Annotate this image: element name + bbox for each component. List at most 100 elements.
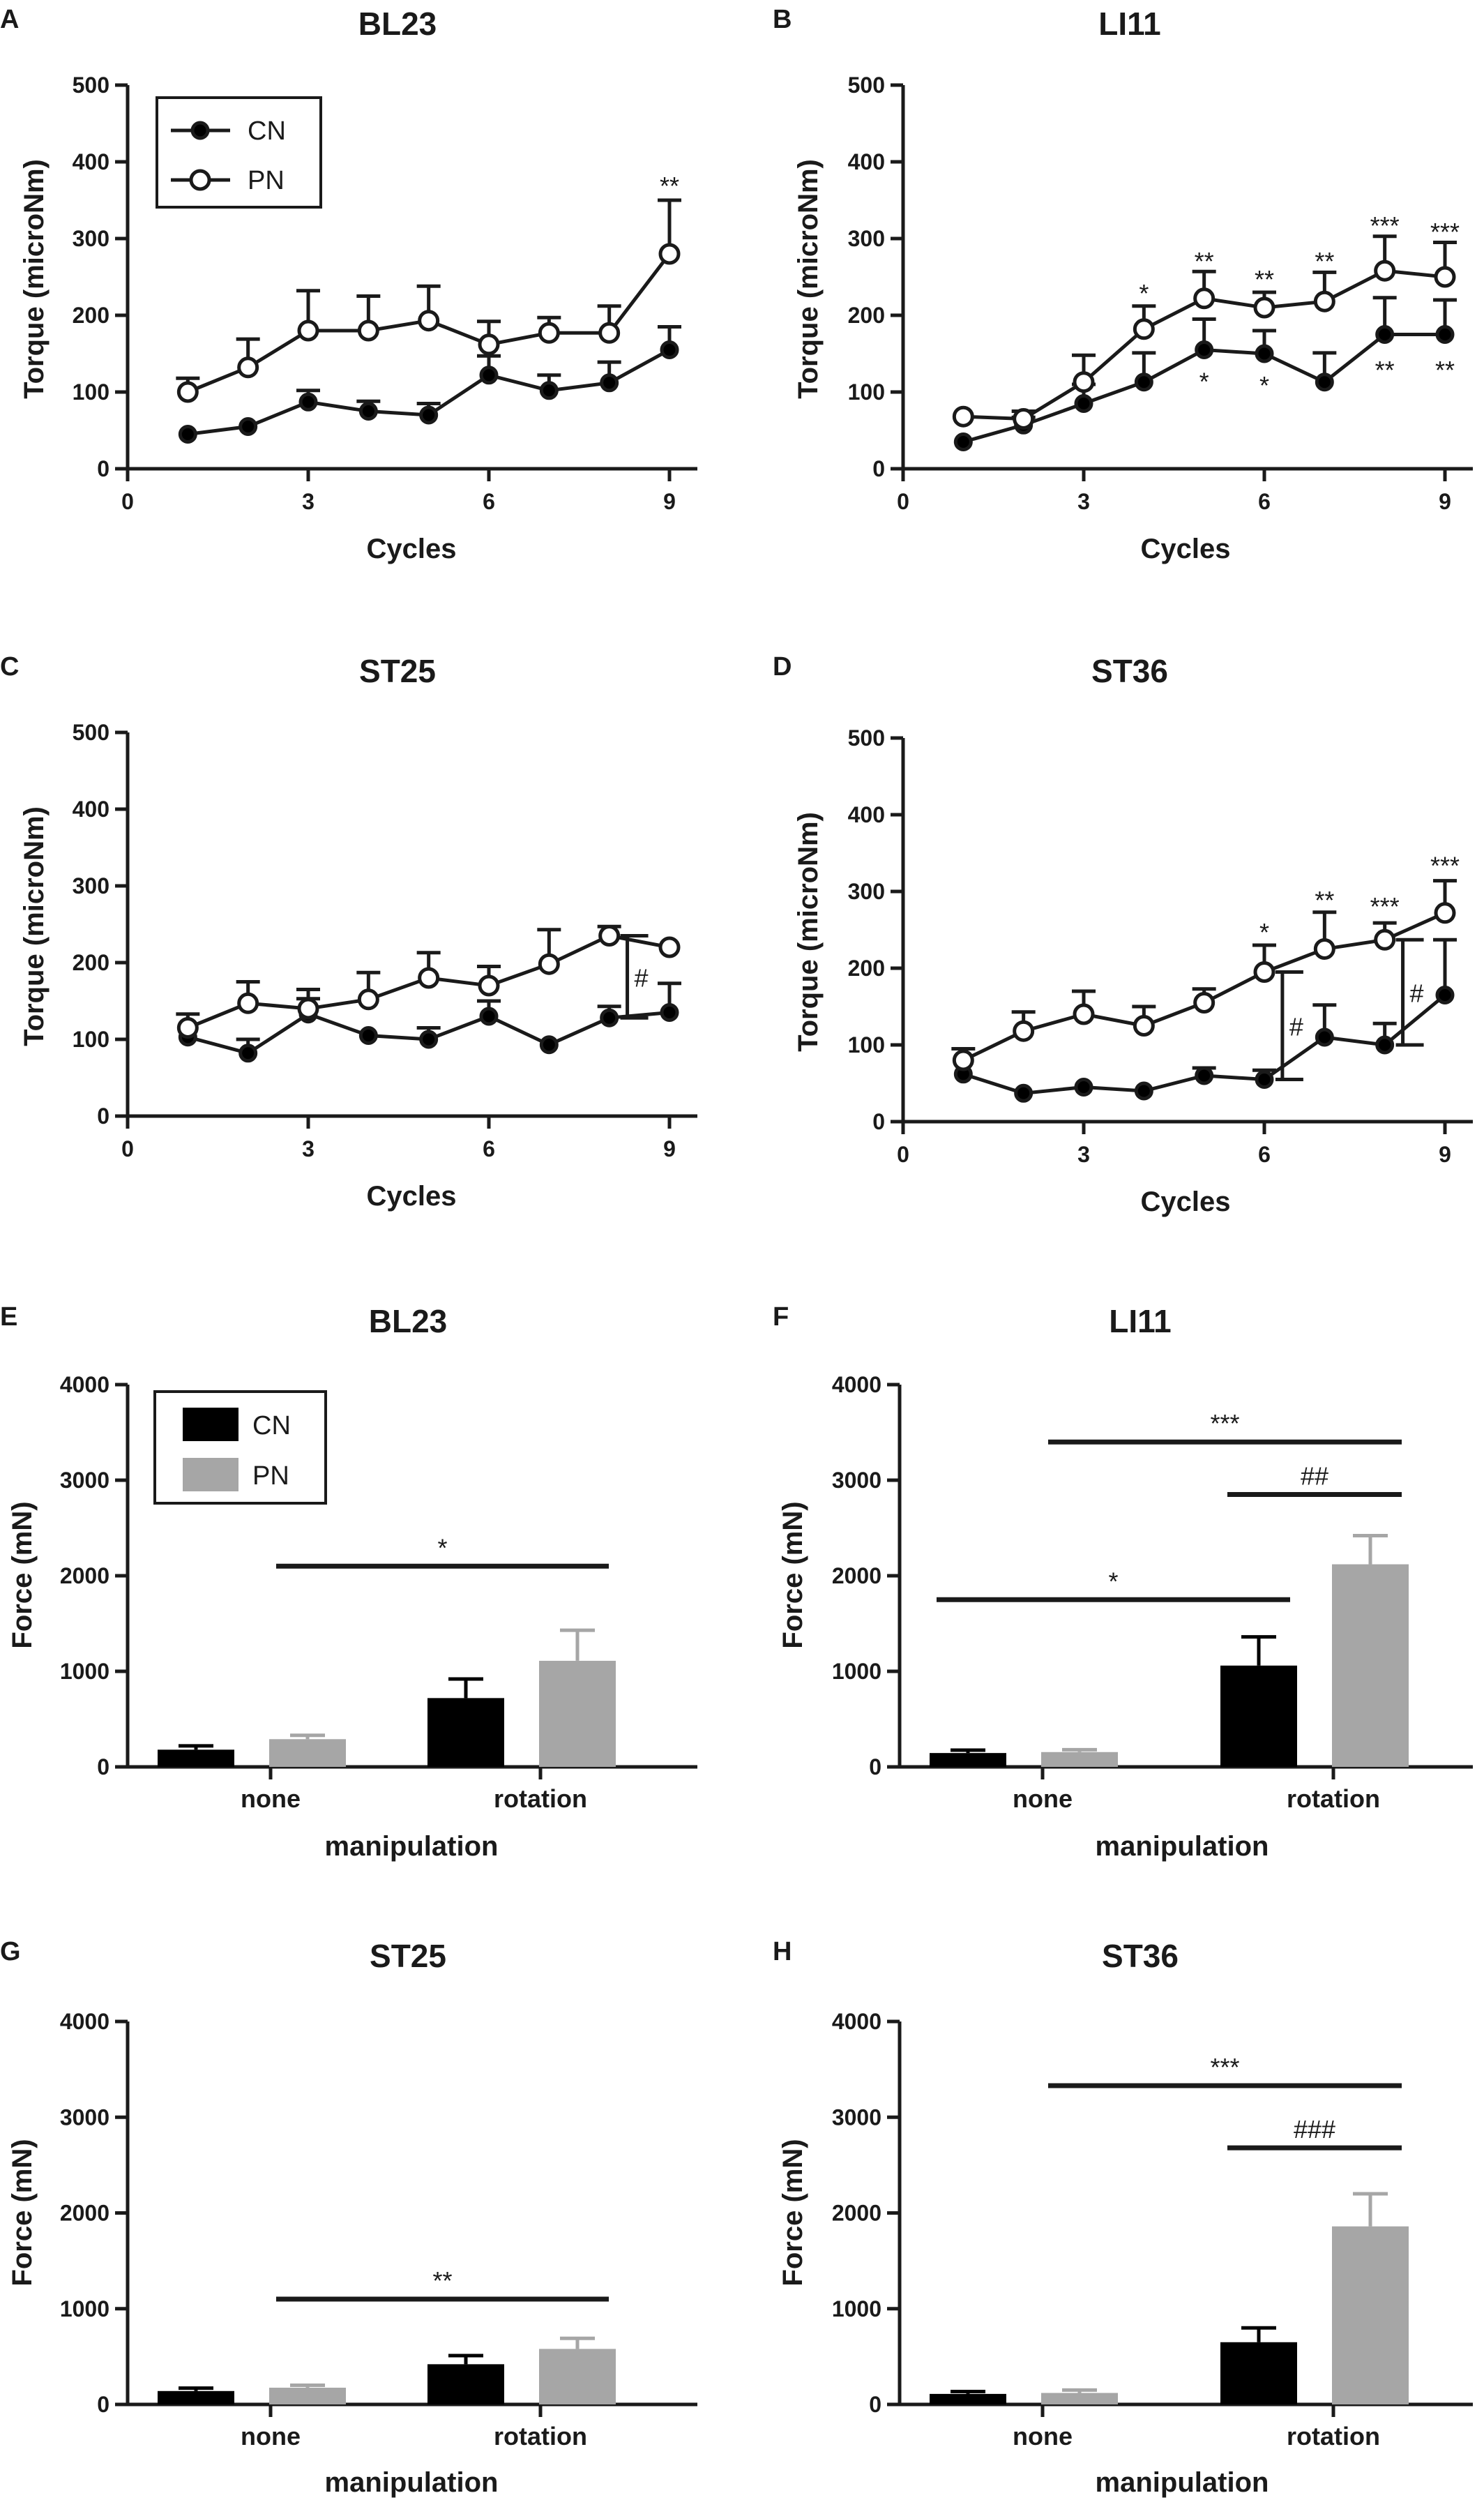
y-axis-label: Force (mN) (778, 2139, 808, 2286)
data-point-cn (358, 1026, 378, 1045)
x-tick-label: 3 (1077, 489, 1090, 514)
data-point-cn (178, 425, 197, 444)
data-point-cn (419, 405, 439, 425)
significance-label: * (1108, 1567, 1118, 1595)
x-tick-label: 6 (483, 1136, 495, 1161)
data-point-cn (1074, 1078, 1093, 1097)
y-tick-label: 4000 (60, 1372, 109, 1397)
x-axis-label: Cycles (367, 1181, 457, 1212)
significance-label: ** (1315, 247, 1334, 276)
chart-D: D ST36 Cycles Torque (microNm) 0 100 200 300 400… (773, 652, 1473, 1217)
y-tick-label: 400 (848, 802, 885, 827)
significance-label: ** (432, 2266, 452, 2295)
data-point-cn (1255, 1070, 1274, 1089)
y-tick-label: 0 (97, 1754, 109, 1779)
y-tick-label: 2000 (832, 1563, 881, 1588)
data-point-cn (238, 1044, 258, 1063)
legend-marker-cn (190, 121, 210, 140)
x-tick-label: 6 (483, 489, 495, 514)
panel-label: D (773, 652, 792, 682)
y-axis-label: Force (mN) (7, 2139, 38, 2286)
y-tick-label: 200 (73, 303, 109, 328)
bar-pn (539, 2349, 616, 2404)
data-point-pn (1374, 928, 1396, 951)
y-tick-label: 1000 (832, 2296, 881, 2321)
data-point-pn (418, 310, 440, 332)
chart-H: H ST36 manipulation Force (mN) 0 1000 2000 3000… (773, 1937, 1473, 2498)
chart-C: C ST25 Cycles Torque (microNm) 0 100 200 300 400… (0, 652, 697, 1212)
panel-label: G (0, 1937, 21, 1966)
data-point-cn (479, 1007, 499, 1026)
y-tick-label: 500 (848, 725, 885, 751)
y-axis-label: Torque (microNm) (19, 159, 50, 399)
data-point-cn (1315, 1027, 1334, 1047)
data-point-cn (660, 340, 679, 359)
data-point-pn (297, 997, 319, 1020)
data-point-pn (1313, 938, 1335, 960)
y-tick-label: 400 (848, 149, 885, 174)
x-tick-label: 6 (1258, 489, 1271, 514)
data-point-pn (357, 319, 379, 342)
legend: CN PN (156, 96, 322, 209)
x-tick-label: 0 (121, 489, 134, 514)
significance-label: *** (1430, 852, 1460, 880)
legend: CN PN (153, 1390, 327, 1505)
category-label: rotation (494, 1784, 587, 1813)
y-tick-label: 100 (73, 379, 109, 405)
data-point-pn (297, 319, 319, 342)
y-tick-label: 4000 (832, 2009, 881, 2034)
data-point-pn (237, 992, 259, 1014)
y-tick-label: 100 (848, 379, 885, 405)
data-point-cn (1255, 344, 1274, 363)
data-point-pn (1193, 287, 1216, 310)
x-tick-label: 9 (1439, 489, 1451, 514)
y-tick-label: 100 (848, 1032, 885, 1057)
bar-pn (1332, 1564, 1409, 1767)
data-point-cn (298, 392, 318, 412)
significance-label: * (1199, 368, 1209, 396)
significance-label: ** (1435, 356, 1455, 384)
data-point-pn (1073, 1003, 1095, 1025)
data-point-cn (539, 381, 559, 400)
y-tick-label: 400 (73, 149, 109, 174)
data-point-pn (478, 333, 500, 356)
category-label: none (241, 2422, 301, 2450)
y-axis-label: Torque (microNm) (19, 806, 50, 1046)
data-point-pn (1073, 371, 1095, 393)
x-tick-label: 0 (121, 1136, 134, 1161)
y-tick-label: 0 (97, 2392, 109, 2417)
data-point-pn (1434, 266, 1456, 288)
significance-label: *** (1370, 211, 1400, 240)
y-tick-label: 3000 (60, 2104, 109, 2130)
y-tick-label: 200 (848, 956, 885, 981)
chart-B: B LI11 Cycles Torque (microNm) 0 100 200 300 400… (773, 5, 1473, 564)
data-point-pn (176, 381, 199, 403)
y-tick-label: 1000 (832, 1659, 881, 1684)
y-tick-label: 0 (869, 1754, 881, 1779)
data-point-pn (1253, 296, 1275, 319)
panel-label: A (0, 5, 19, 34)
bar-cn (158, 2390, 234, 2404)
bar-pn (539, 1660, 616, 1767)
category-label: none (1013, 2422, 1073, 2450)
y-axis-label: Force (mN) (7, 1501, 38, 1648)
y-tick-label: 0 (872, 1109, 885, 1134)
chart-title: ST25 (359, 653, 436, 689)
series-line-pn (962, 911, 1446, 1062)
significance-label: *** (1370, 892, 1400, 921)
y-tick-label: 3000 (832, 1468, 881, 1493)
data-point-pn (1253, 961, 1275, 983)
chart-E: E BL23 manipulation Force (mN) 0 1000 2000 3000… (0, 1302, 697, 1862)
y-tick-label: 4000 (60, 2009, 109, 2034)
data-point-cn (419, 1030, 439, 1049)
category-label: none (241, 1784, 301, 1813)
bracket-label: # (635, 963, 649, 992)
data-point-cn (539, 1035, 559, 1055)
data-point-pn (1133, 1015, 1155, 1037)
chart-title: ST36 (1102, 1938, 1179, 1974)
legend-box (153, 1390, 327, 1505)
data-point-cn (660, 1003, 679, 1022)
data-point-cn (1315, 372, 1334, 392)
data-point-cn (1134, 372, 1153, 392)
y-tick-label: 300 (848, 226, 885, 251)
